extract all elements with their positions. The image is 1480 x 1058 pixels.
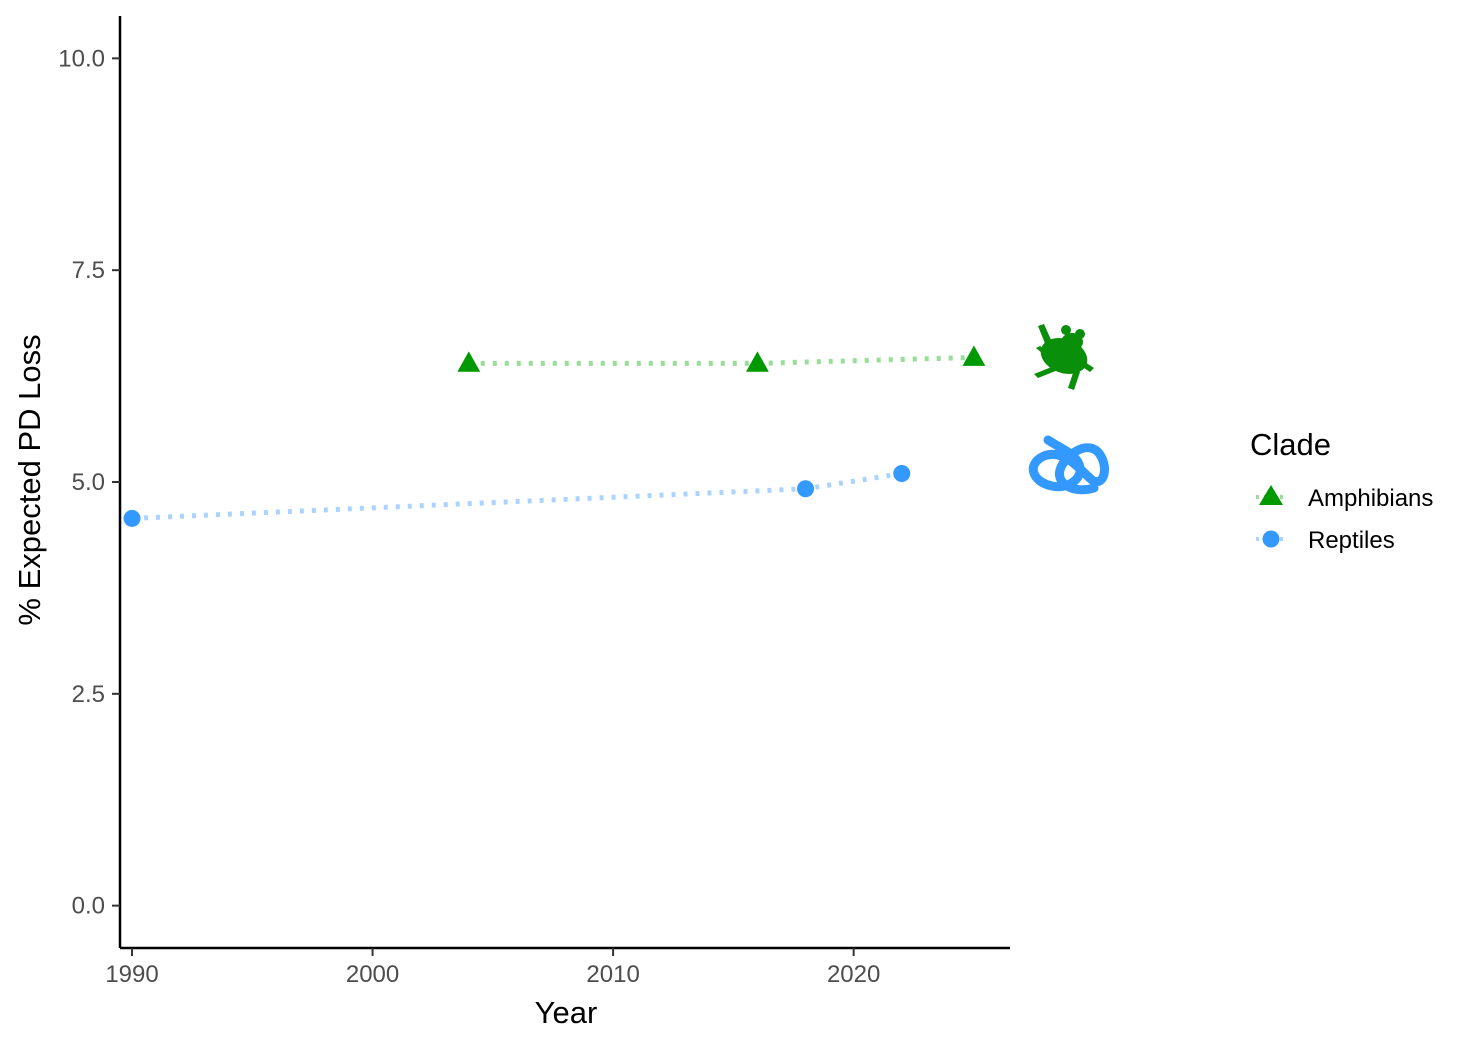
- y-tick-label: 10.0: [58, 45, 105, 72]
- x-tick-label: 2000: [346, 961, 399, 988]
- series-line-reptiles: [131, 471, 903, 521]
- x-axis-title: Year: [535, 995, 598, 1030]
- y-axis-ticks: 0.0 2.5 5.0 7.5 10.0: [58, 45, 120, 920]
- y-tick-label: 7.5: [72, 257, 105, 284]
- legend-item-reptiles: Reptiles: [1256, 527, 1395, 554]
- series-points: [123, 345, 986, 527]
- data-point-amphibians: [962, 345, 986, 366]
- x-axis-ticks: 1990 2000 2010 2020: [105, 948, 880, 988]
- x-tick-label: 2020: [827, 961, 880, 988]
- data-point-reptiles: [893, 465, 911, 483]
- y-axis-title: % Expected PD Loss: [12, 334, 47, 625]
- legend-title: Clade: [1250, 427, 1331, 462]
- x-tick-label: 2010: [586, 961, 639, 988]
- data-point-reptiles: [797, 480, 815, 498]
- legend: Clade Amphibians Reptiles: [1250, 427, 1433, 554]
- y-tick-label: 0.0: [72, 893, 105, 920]
- series-lines: [131, 354, 974, 521]
- legend-marker-reptiles: [1262, 530, 1280, 548]
- y-tick-label: 2.5: [72, 681, 105, 708]
- data-point-amphibians: [746, 351, 769, 372]
- legend-marker-amphibians: [1259, 485, 1283, 505]
- frog-icon: [1034, 324, 1094, 390]
- x-tick-label: 1990: [105, 961, 158, 988]
- series-line-amphibians: [468, 354, 974, 366]
- data-point-reptiles: [123, 509, 141, 527]
- legend-label-reptiles: Reptiles: [1308, 527, 1395, 554]
- y-tick-label: 5.0: [72, 469, 105, 496]
- legend-label-amphibians: Amphibians: [1308, 485, 1433, 512]
- legend-item-amphibians: Amphibians: [1256, 485, 1433, 512]
- snake-icon: [1028, 435, 1110, 495]
- data-point-amphibians: [457, 351, 481, 372]
